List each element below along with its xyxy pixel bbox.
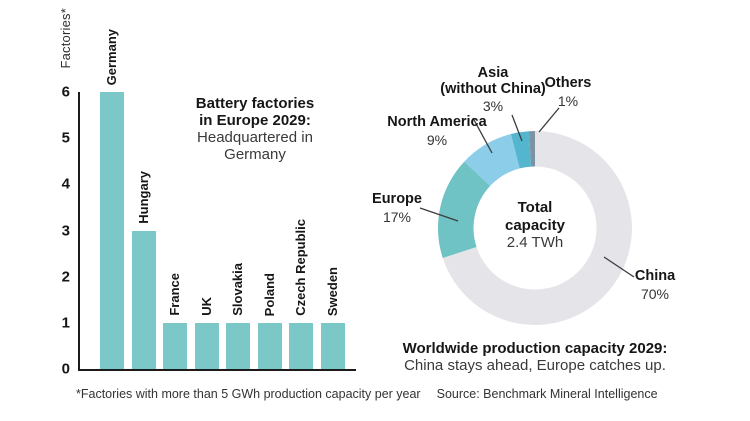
- donut-segment-others: [528, 131, 535, 167]
- bar-uk: [194, 322, 219, 369]
- y-tick-0: 0: [61, 360, 70, 378]
- bar-sweden: [320, 322, 345, 369]
- bar-chart-plot-area: Germany Hungary France UK Slovakia Poland Czec…: [78, 29, 356, 371]
- center-line-2: capacity: [504, 216, 566, 234]
- label-others-name: Others: [544, 75, 592, 91]
- label-north-america: North America 9%: [387, 114, 487, 148]
- bar-label-czech-republic: Czech Republic: [293, 219, 308, 316]
- caption-bold: Worldwide production capacity 2029:: [402, 340, 668, 357]
- leader-line-europe: [419, 207, 459, 222]
- title-line-3: Headquartered in: [197, 129, 313, 146]
- center-line-1: Total: [517, 199, 553, 216]
- label-others: Others 1%: [544, 75, 592, 109]
- title-line-2: in Europe 2029:: [199, 112, 311, 129]
- y-axis-title: Factories*: [58, 8, 73, 69]
- bar-germany: [100, 92, 124, 369]
- bar-label-hungary: Hungary: [135, 170, 151, 224]
- leader-line-asia: [511, 114, 523, 142]
- bar-czech-republic: [289, 322, 313, 369]
- label-europe-pct: 17%: [382, 208, 412, 225]
- y-tick-6: 6: [61, 83, 70, 101]
- donut-segment-europe: [438, 161, 491, 258]
- bar-hungary: [131, 230, 156, 369]
- bar-label-france: France: [167, 273, 182, 316]
- label-north-america-pct: 9%: [426, 131, 448, 148]
- label-china-pct: 70%: [640, 285, 670, 302]
- label-asia-name: Asia: [477, 65, 509, 81]
- label-europe: Europe 17%: [372, 191, 422, 225]
- center-value: 2.4 TWh: [506, 234, 564, 251]
- bar-chart-title: Battery factories in Europe 2029: Headqu…: [160, 95, 350, 163]
- donut-center-text: Total capacity 2.4 TWh: [505, 199, 565, 252]
- label-asia-pct: 3%: [482, 98, 504, 114]
- donut-caption: Worldwide production capacity 2029: Chin…: [403, 340, 668, 374]
- leader-line-china: [603, 256, 635, 278]
- y-tick-4: 4: [61, 175, 70, 193]
- label-asia-name2: (without China): [440, 80, 546, 97]
- y-tick-1: 1: [61, 314, 70, 332]
- factories-footnote: *Factories with more than 5 GWh producti…: [76, 387, 421, 401]
- bar-label-germany: Germany: [104, 28, 119, 85]
- label-others-pct: 1%: [557, 92, 579, 109]
- caption-regular: China stays ahead, Europe catches up.: [404, 357, 666, 374]
- bar-label-uk: UK: [198, 297, 214, 316]
- donut-segment-asia: [510, 131, 532, 169]
- label-europe-name: Europe: [372, 191, 422, 207]
- footnote-row: *Factories with more than 5 GWh producti…: [76, 387, 658, 401]
- title-line-4: Germany: [224, 146, 286, 163]
- y-tick-2: 2: [61, 268, 70, 286]
- bar-france: [163, 322, 187, 369]
- label-china-name: China: [634, 268, 676, 284]
- label-china: China 70%: [634, 268, 676, 302]
- title-line-1: Battery factories: [195, 95, 315, 112]
- y-tick-5: 5: [61, 129, 70, 147]
- bar-slovakia: [226, 322, 250, 369]
- label-asia: Asia (without China) 3%: [440, 65, 546, 114]
- bar-label-sweden: Sweden: [324, 266, 340, 316]
- bar-poland: [257, 322, 282, 369]
- y-tick-3: 3: [61, 222, 70, 239]
- bar-label-poland: Poland: [261, 272, 277, 316]
- source-footnote: Source: Benchmark Mineral Intelligence: [436, 387, 658, 401]
- label-north-america-name: North America: [387, 114, 487, 130]
- bar-label-slovakia: Slovakia: [230, 263, 245, 316]
